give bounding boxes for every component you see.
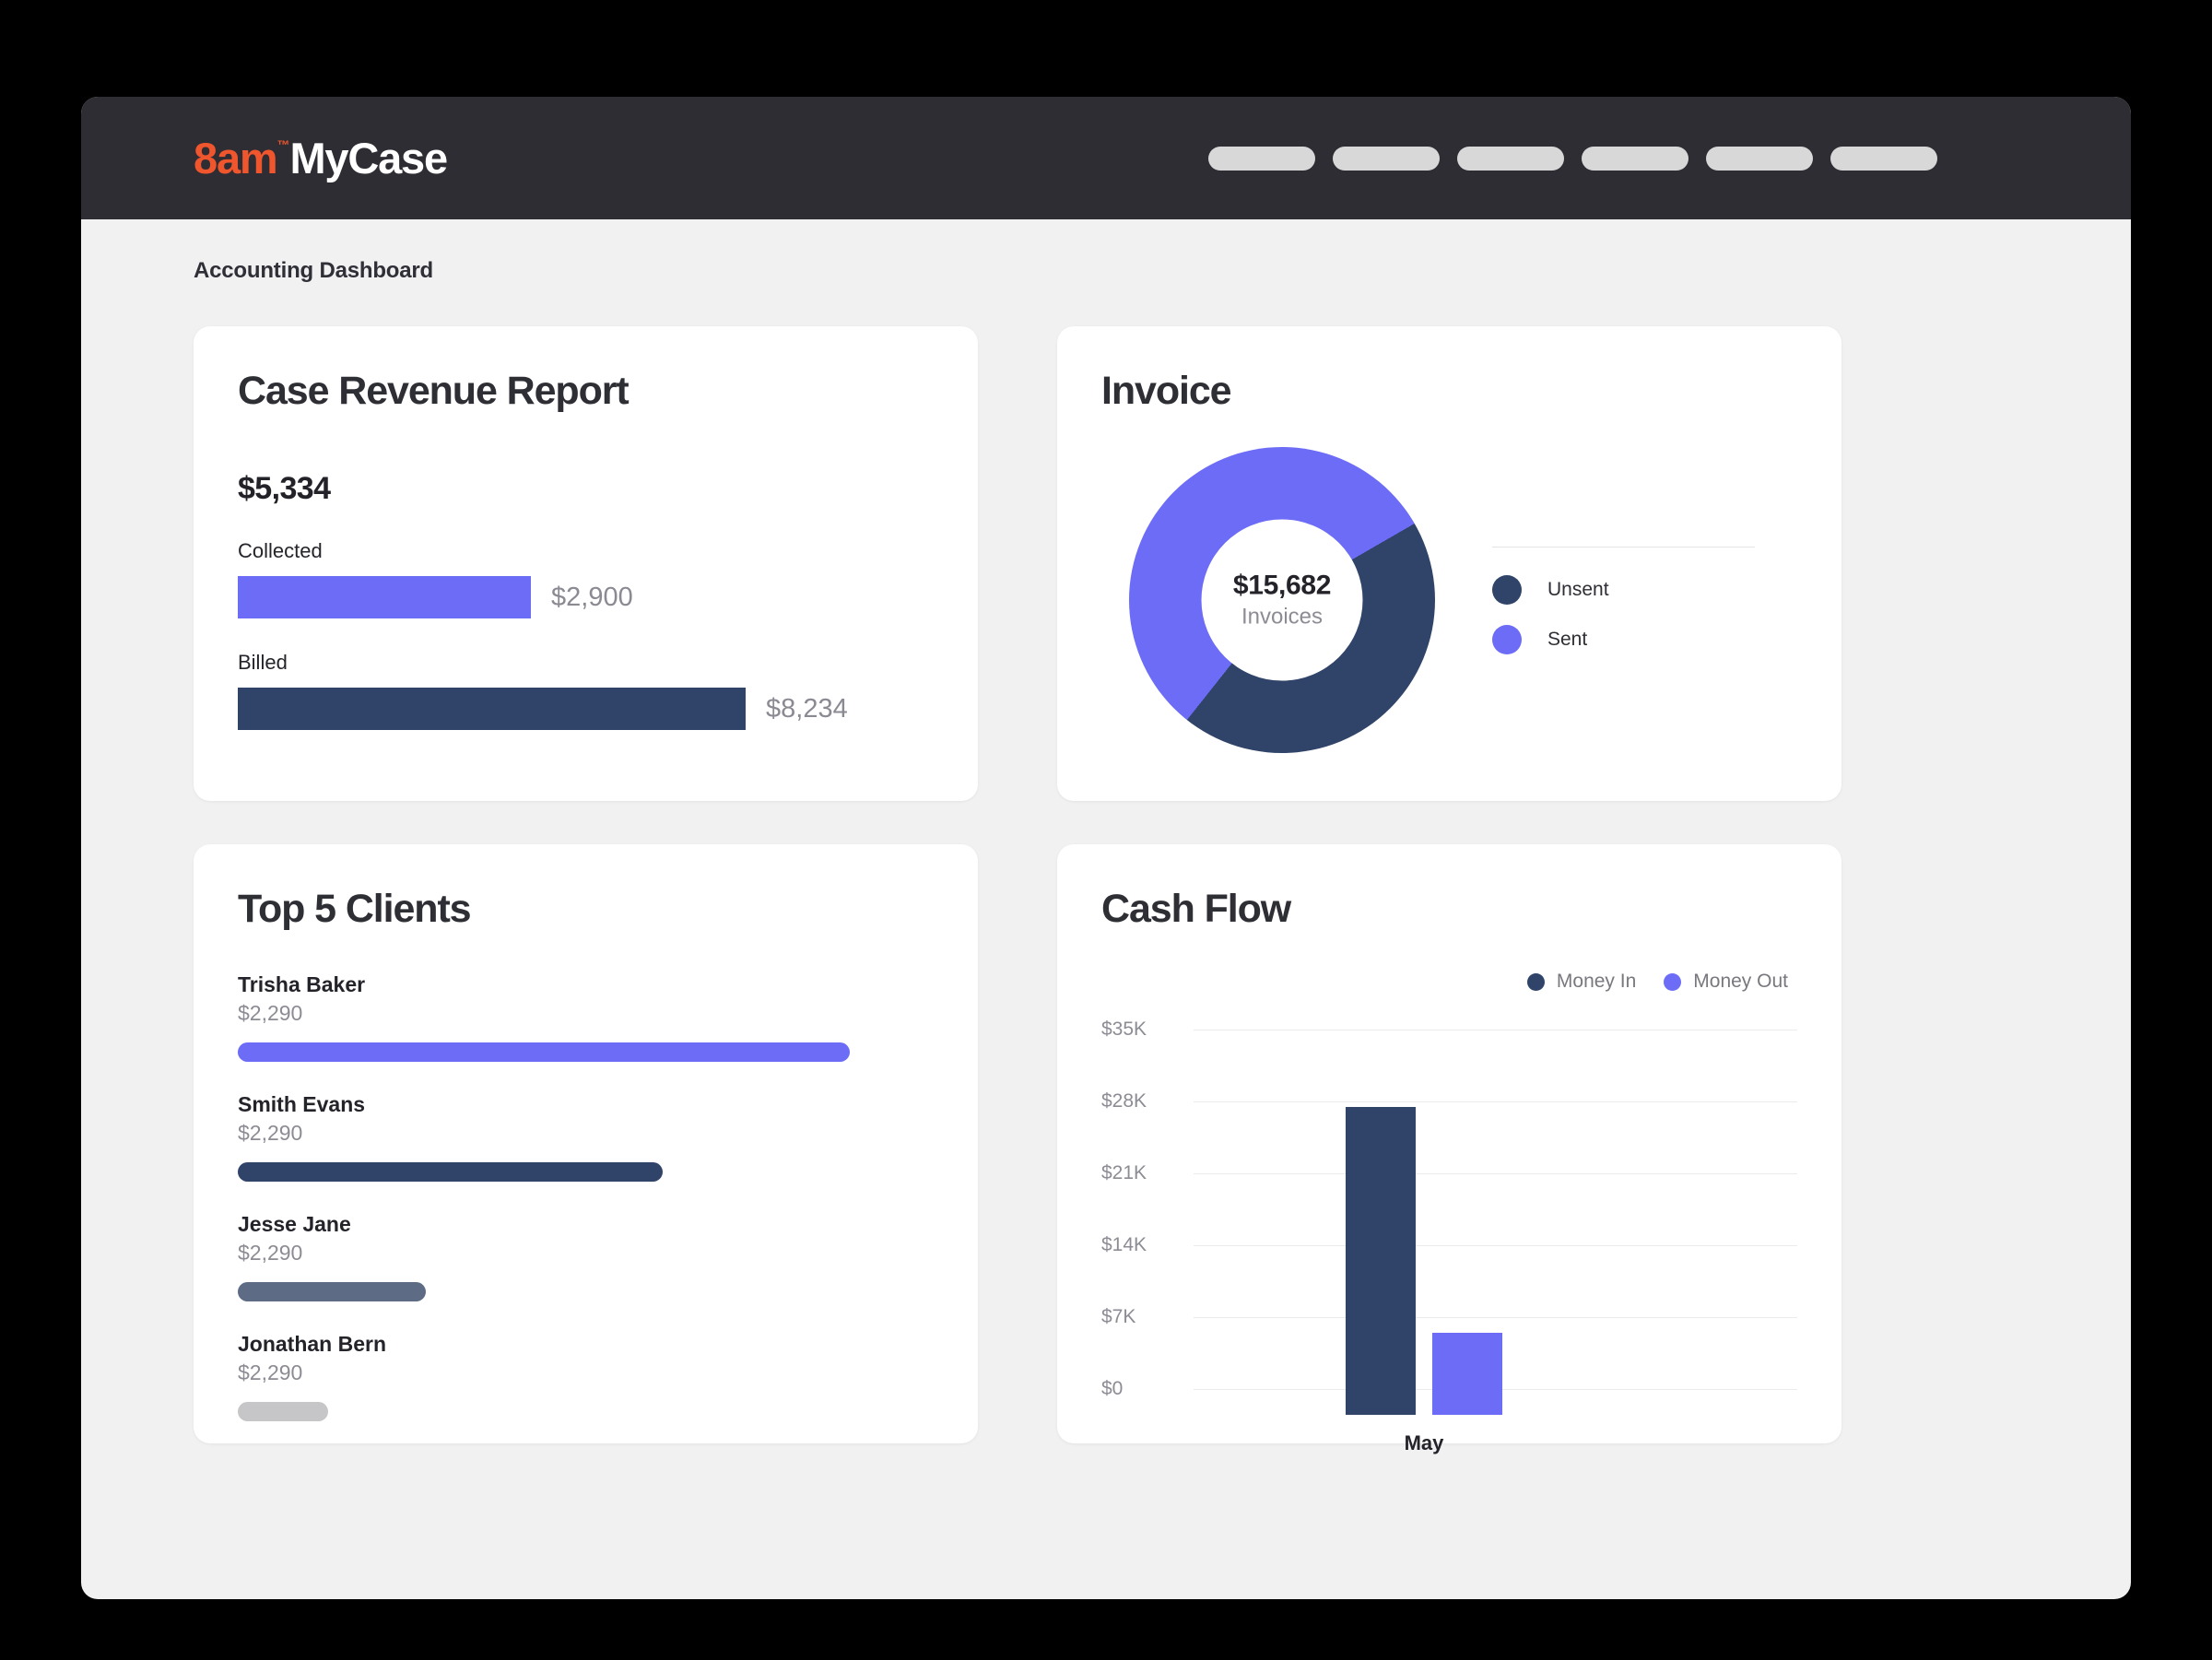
cashflow-bars[interactable] xyxy=(1346,1055,1502,1415)
top-5-clients-card: Top 5 Clients Trisha Baker $2,290 Smith Ev… xyxy=(194,844,978,1443)
case-revenue-report-card: Case Revenue Report $5,334 Collected $2,9… xyxy=(194,326,978,801)
gridline-row: $35K xyxy=(1101,1018,1797,1052)
revenue-card-title: Case Revenue Report xyxy=(238,369,629,413)
nav-pill-3[interactable] xyxy=(1457,146,1564,171)
top-navigation-bar: 8am ™ MyCase xyxy=(81,97,2131,219)
invoice-chart-area: $15,682 Invoices Unsent Sent xyxy=(1101,447,1797,753)
client-bar xyxy=(238,1282,426,1301)
gridline xyxy=(1194,1173,1797,1174)
client-amount: $2,290 xyxy=(238,1121,303,1145)
revenue-bar-value: $2,900 xyxy=(551,582,633,612)
revenue-bar-line: $8,234 xyxy=(238,688,934,730)
client-amount: $2,290 xyxy=(238,1360,303,1384)
gridline-row: $14K xyxy=(1101,1234,1797,1267)
client-row[interactable]: Jonathan Bern $2,290 xyxy=(238,1332,934,1421)
nav-pill-1[interactable] xyxy=(1208,146,1315,171)
revenue-row-label: Collected xyxy=(238,539,323,562)
client-amount: $2,290 xyxy=(238,1001,303,1025)
gridline xyxy=(1194,1245,1797,1246)
cashflow-legend-label: Money In xyxy=(1556,971,1637,992)
invoice-card: Invoice $15,682 Invoices Unsent Sent xyxy=(1057,326,1841,801)
invoice-legend-label: Unsent xyxy=(1547,578,1609,600)
y-tick-label: $14K xyxy=(1101,1234,1147,1255)
brand-mark: 8am xyxy=(194,134,278,182)
client-row[interactable]: Trisha Baker $2,290 xyxy=(238,972,934,1062)
card-grid: Case Revenue Report $5,334 Collected $2,9… xyxy=(194,326,2018,1454)
nav-pill-2[interactable] xyxy=(1333,146,1440,171)
client-row[interactable]: Smith Evans $2,290 xyxy=(238,1092,934,1182)
donut-center-amount: $15,682 xyxy=(1232,570,1332,601)
brand-wordmark: MyCase xyxy=(289,134,448,182)
gridline-row: $28K xyxy=(1101,1090,1797,1124)
cashflow-legend-item-money-in[interactable]: Money In xyxy=(1526,971,1637,993)
y-tick-label: $35K xyxy=(1101,1018,1147,1040)
gridline xyxy=(1194,1317,1797,1318)
revenue-bar-value: $8,234 xyxy=(766,693,848,724)
y-tick-label: $21K xyxy=(1101,1162,1147,1183)
client-row[interactable]: Jesse Jane $2,290 xyxy=(238,1212,934,1301)
cashflow-x-tick-may: May xyxy=(1404,1431,1444,1454)
invoice-card-title: Invoice xyxy=(1101,369,1232,413)
cashflow-legend-item-money-out[interactable]: Money Out xyxy=(1664,971,1788,993)
gridline xyxy=(1194,1101,1797,1102)
y-tick-label: $0 xyxy=(1101,1378,1124,1399)
legend-swatch-icon xyxy=(1492,624,1522,654)
client-name: Trisha Baker xyxy=(238,972,366,996)
revenue-bar[interactable] xyxy=(238,688,746,730)
legend-swatch-icon xyxy=(1492,574,1522,605)
cashflow-plot-area: $35K $28K $21K $14K $7K $0 May xyxy=(1101,1018,1797,1454)
nav-pill-4[interactable] xyxy=(1582,146,1688,171)
cashflow-bar-money-in[interactable] xyxy=(1346,1106,1416,1415)
revenue-total-amount: $5,334 xyxy=(238,471,331,506)
revenue-row-collected: Collected $2,900 xyxy=(238,539,934,618)
client-name: Smith Evans xyxy=(238,1092,366,1116)
gridline-row: $21K xyxy=(1101,1162,1797,1195)
clients-list: Trisha Baker $2,290 Smith Evans $2,290 Jesse… xyxy=(238,972,934,1421)
brand-logo[interactable]: 8am ™ MyCase xyxy=(194,134,448,182)
client-name: Jonathan Bern xyxy=(238,1332,387,1356)
cashflow-legend: Money In Money Out xyxy=(1101,971,1797,993)
nav-pill-5[interactable] xyxy=(1706,146,1813,171)
invoice-legend-item-unsent[interactable]: Unsent xyxy=(1492,574,1755,605)
y-tick-label: $7K xyxy=(1101,1306,1136,1327)
invoice-legend-label: Sent xyxy=(1547,628,1588,650)
page-title: Accounting Dashboard xyxy=(194,258,434,283)
revenue-bar[interactable] xyxy=(238,576,531,618)
client-amount: $2,290 xyxy=(238,1241,303,1265)
nav-pill-6[interactable] xyxy=(1830,146,1937,171)
invoice-legend-item-sent[interactable]: Sent xyxy=(1492,624,1755,654)
legend-swatch-icon xyxy=(1664,972,1682,991)
gridline-row: $7K xyxy=(1101,1306,1797,1339)
client-bar xyxy=(238,1402,329,1421)
cashflow-bar-money-out[interactable] xyxy=(1432,1332,1502,1415)
client-bar xyxy=(238,1162,663,1182)
invoice-legend: Unsent Sent xyxy=(1492,546,1755,654)
client-bar xyxy=(238,1042,851,1062)
dashboard-body: Accounting Dashboard Case Revenue Report… xyxy=(81,219,2131,1454)
y-tick-label: $28K xyxy=(1101,1090,1147,1112)
clients-card-title: Top 5 Clients xyxy=(238,887,472,931)
client-name: Jesse Jane xyxy=(238,1212,351,1236)
trademark-symbol: ™ xyxy=(276,137,290,152)
cashflow-legend-label: Money Out xyxy=(1693,971,1788,992)
revenue-bar-line: $2,900 xyxy=(238,576,934,618)
revenue-row-label: Billed xyxy=(238,651,288,674)
revenue-row-billed: Billed $8,234 xyxy=(238,651,934,730)
revenue-bar-list: Collected $2,900 Billed $8,234 xyxy=(238,539,934,730)
donut-center-caption: Invoices xyxy=(1241,604,1324,630)
app-window: 8am ™ MyCase Accounting Dashboard Case Rev… xyxy=(81,97,2131,1599)
legend-swatch-icon xyxy=(1526,972,1545,991)
nav-menu xyxy=(1208,146,2098,171)
donut-center: $15,682 Invoices xyxy=(1201,519,1363,681)
invoice-donut-chart[interactable]: $15,682 Invoices xyxy=(1129,447,1435,753)
cashflow-card-title: Cash Flow xyxy=(1101,887,1291,931)
cash-flow-card: Cash Flow Money In Money Out $35K $28K $21K… xyxy=(1057,844,1841,1454)
